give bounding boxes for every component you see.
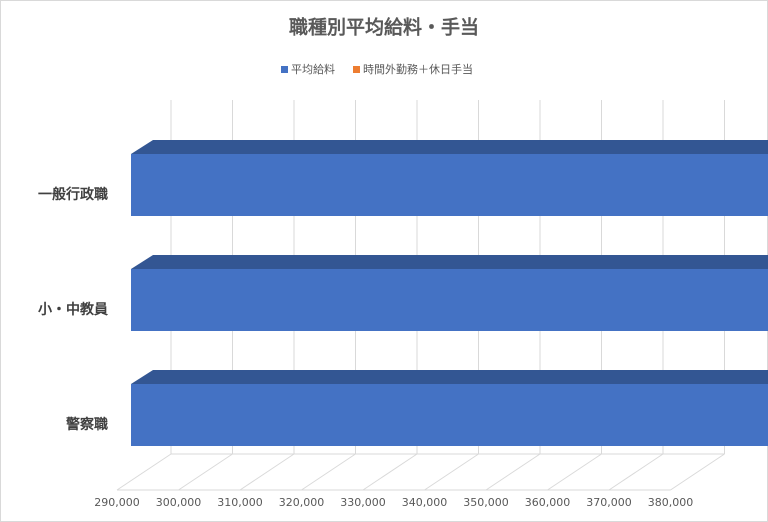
bar-top [131, 370, 768, 384]
floor-grid-line [670, 453, 725, 491]
legend-swatch [281, 66, 288, 73]
bar [131, 269, 768, 331]
x-tick-label: 310,000 [217, 496, 263, 509]
x-tick-label: 360,000 [525, 496, 571, 509]
x-tick-label: 330,000 [340, 496, 386, 509]
bar-top [131, 255, 768, 269]
x-tick-label: 340,000 [402, 496, 448, 509]
floor-grid-line [424, 453, 479, 491]
x-tick-label: 290,000 [94, 496, 140, 509]
legend-label: 平均給料 [291, 62, 335, 76]
floor-grid-line [178, 453, 233, 491]
x-tick-label: 380,000 [648, 496, 694, 509]
floor-grid-line [362, 453, 418, 491]
bar [131, 384, 768, 446]
x-tick-label: 370,000 [586, 496, 632, 509]
x-tick-label: 320,000 [279, 496, 325, 509]
legend-label: 時間外勤務＋休日手当 [363, 62, 473, 76]
x-tick-label: 300,000 [156, 496, 202, 509]
legend-swatch [353, 66, 360, 73]
x-tick-label: 350,000 [463, 496, 509, 509]
bar-top [131, 140, 768, 154]
floor-grid-line [301, 453, 356, 491]
floor-grid-line [116, 453, 172, 491]
chart-title: 職種別平均給料・手当 [289, 16, 479, 39]
floor-grid-line [239, 453, 295, 491]
floor-grid-line [547, 453, 602, 491]
y-tick-label: 一般行政職 [38, 186, 108, 203]
y-tick-label: 小・中教員 [38, 301, 108, 318]
y-tick-label: 警察職 [66, 416, 108, 433]
bar [131, 154, 768, 216]
floor-grid-line [485, 453, 541, 491]
floor-grid-line [608, 453, 664, 491]
